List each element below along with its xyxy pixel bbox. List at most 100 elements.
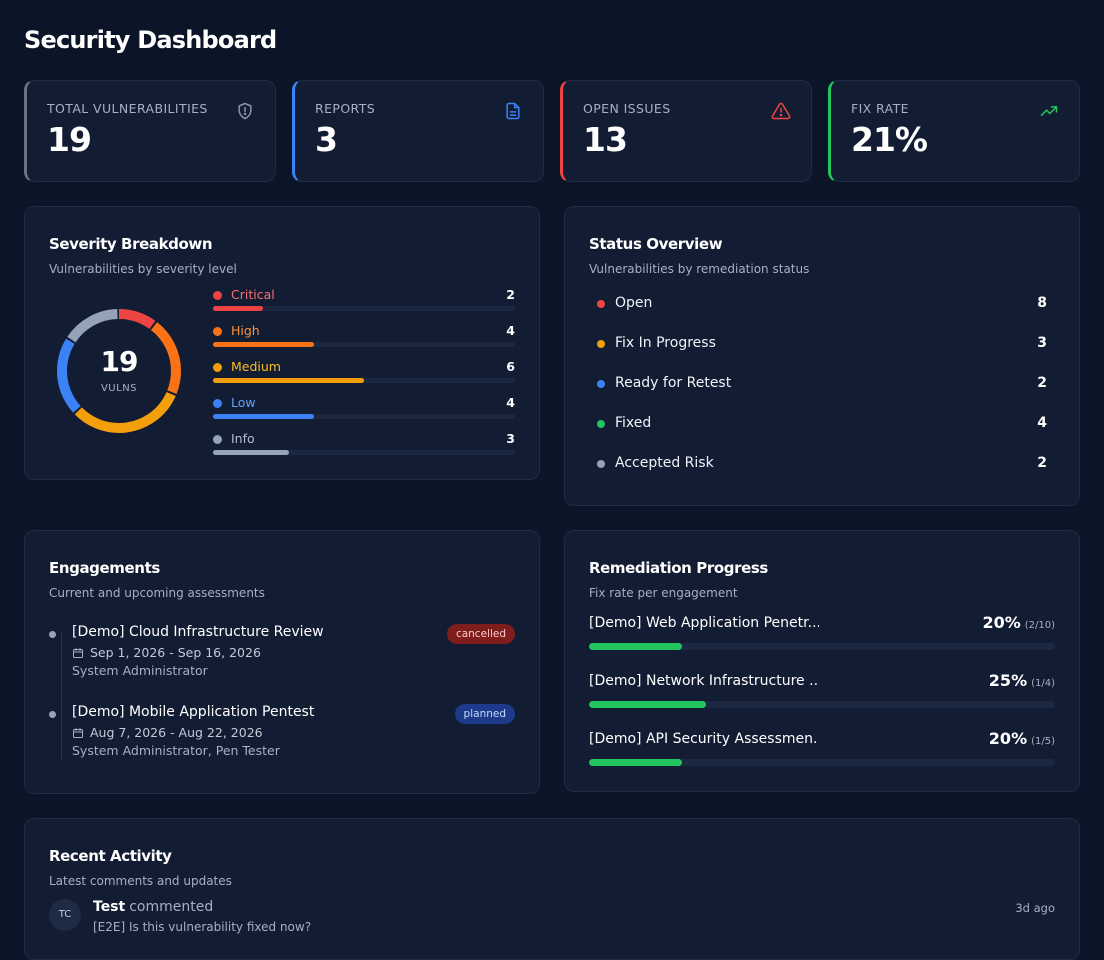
stat-card-open-issues[interactable]: OPEN ISSUES 13	[560, 80, 812, 182]
panel-title: Status Overview	[589, 235, 723, 253]
panel-title: Remediation Progress	[589, 559, 768, 577]
engagements-panel: Engagements Current and upcoming assessm…	[24, 530, 540, 794]
severity-row-high[interactable]: High 4	[213, 323, 515, 353]
timeline-line	[61, 631, 62, 761]
stat-value: 13	[583, 120, 628, 159]
donut-segment-medium	[57, 309, 181, 433]
engagement-name: [Demo] Cloud Infrastructure Review	[72, 624, 324, 640]
fix-rate-percent: 20%	[988, 729, 1028, 748]
fix-rate-value: 20% (2/10)	[982, 613, 1055, 632]
engagement-item[interactable]: [Demo] Mobile Application Pentest Aug 7,…	[49, 704, 515, 764]
engagement-people: System Administrator	[72, 663, 208, 678]
severity-count: 4	[506, 395, 515, 410]
status-dot	[597, 300, 605, 308]
severity-dot	[213, 291, 222, 300]
timeline-dot	[49, 631, 56, 638]
severity-bar-track	[213, 306, 515, 311]
severity-bar-fill	[213, 342, 314, 347]
progress-track	[589, 701, 1055, 708]
stat-card-fix-rate[interactable]: FIX RATE 21%	[828, 80, 1080, 182]
progress-track	[589, 759, 1055, 766]
stat-card-reports[interactable]: REPORTS 3	[292, 80, 544, 182]
stat-value: 19	[47, 120, 92, 159]
status-count: 2	[1037, 375, 1047, 391]
severity-count: 2	[506, 287, 515, 302]
fix-rate-percent: 20%	[982, 613, 1021, 632]
stat-label: FIX RATE	[851, 101, 909, 116]
donut-segment-low	[57, 309, 181, 433]
timeline-dot	[49, 711, 56, 718]
activity-user[interactable]: Test	[93, 899, 126, 915]
status-row-fix-in-progress[interactable]: Fix In Progress 3	[589, 335, 1055, 355]
fix-rate-value: 20% (1/5)	[989, 729, 1055, 748]
severity-donut-chart	[57, 309, 181, 433]
severity-dot	[213, 327, 222, 336]
remediation-item[interactable]: [Demo] API Security Assessmen... 20% (1/5…	[589, 729, 1055, 771]
calendar-icon	[73, 648, 83, 658]
stat-value: 3	[315, 120, 338, 159]
status-dot	[597, 420, 605, 428]
severity-dot	[213, 435, 222, 444]
severity-name: Critical	[231, 287, 275, 302]
warning-icon	[771, 102, 791, 120]
trending-up-icon	[1040, 106, 1058, 116]
status-name: Ready for Retest	[615, 375, 732, 391]
stat-label: OPEN ISSUES	[583, 101, 671, 116]
severity-bar-track	[213, 342, 515, 347]
severity-breakdown-panel: Severity Breakdown Vulnerabilities by se…	[24, 206, 540, 480]
remediation-item[interactable]: [Demo] Network Infrastructure ... 25% (1/…	[589, 671, 1055, 713]
status-count: 2	[1037, 455, 1047, 471]
severity-row-info[interactable]: Info 3	[213, 431, 515, 461]
panel-subtitle: Vulnerabilities by remediation status	[589, 262, 810, 276]
fix-rate-percent: 25%	[988, 671, 1028, 690]
stat-label: REPORTS	[315, 101, 376, 116]
stat-label: TOTAL VULNERABILITIES	[47, 101, 208, 116]
status-row-ready-for-retest[interactable]: Ready for Retest 2	[589, 375, 1055, 395]
fix-rate-fraction: (1/5)	[1031, 736, 1055, 747]
severity-name: Low	[231, 395, 256, 410]
donut-center: 19 VULNS	[53, 305, 185, 437]
progress-fill	[589, 643, 683, 650]
engagement-name: [Demo] Network Infrastructure ...	[589, 673, 819, 689]
activity-comment: [E2E] Is this vulnerability fixed now?	[93, 920, 312, 934]
panel-subtitle: Latest comments and updates	[49, 874, 232, 888]
panel-title: Engagements	[49, 559, 160, 577]
severity-row-medium[interactable]: Medium 6	[213, 359, 515, 389]
engagement-dates: Sep 1, 2026 - Sep 16, 2026	[90, 645, 261, 660]
severity-name: Medium	[231, 359, 281, 374]
status-badge: planned	[454, 704, 515, 724]
severity-row-low[interactable]: Low 4	[213, 395, 515, 425]
donut-segment-high	[57, 309, 181, 433]
status-count: 3	[1037, 335, 1047, 351]
engagement-name: [Demo] API Security Assessmen...	[589, 731, 819, 747]
severity-name: High	[231, 323, 260, 338]
status-name: Fix In Progress	[615, 335, 716, 351]
severity-row-critical[interactable]: Critical 2	[213, 287, 515, 317]
stat-card-total-vulnerabilities[interactable]: TOTAL VULNERABILITIES 19	[24, 80, 276, 182]
panel-title: Recent Activity	[49, 847, 172, 865]
status-row-accepted-risk[interactable]: Accepted Risk 2	[589, 455, 1055, 475]
status-name: Accepted Risk	[615, 455, 714, 471]
engagement-item[interactable]: [Demo] Cloud Infrastructure Review Sep 1…	[49, 624, 515, 684]
page-title: Security Dashboard	[24, 26, 277, 54]
donut-total: 19	[100, 345, 139, 378]
recent-activity-panel: Recent Activity Latest comments and upda…	[24, 818, 1080, 960]
engagement-people: System Administrator, Pen Tester	[72, 743, 280, 758]
status-name: Open	[615, 295, 653, 311]
donut-segment-critical	[57, 309, 181, 433]
severity-bar-fill	[213, 306, 264, 311]
severity-count: 6	[506, 359, 515, 374]
document-icon	[506, 102, 520, 120]
shield-icon	[238, 102, 252, 120]
status-dot	[597, 380, 605, 388]
panel-subtitle: Current and upcoming assessments	[49, 586, 265, 600]
status-row-fixed[interactable]: Fixed 4	[589, 415, 1055, 435]
status-count: 4	[1037, 415, 1047, 431]
severity-bar-fill	[213, 450, 289, 455]
panel-title: Severity Breakdown	[49, 235, 213, 253]
progress-fill	[589, 759, 683, 766]
fix-rate-fraction: (1/4)	[1031, 678, 1055, 689]
status-row-open[interactable]: Open 8	[589, 295, 1055, 315]
calendar-icon	[73, 728, 83, 738]
remediation-item[interactable]: [Demo] Web Application Penetr... 20% (2/1…	[589, 613, 1055, 655]
